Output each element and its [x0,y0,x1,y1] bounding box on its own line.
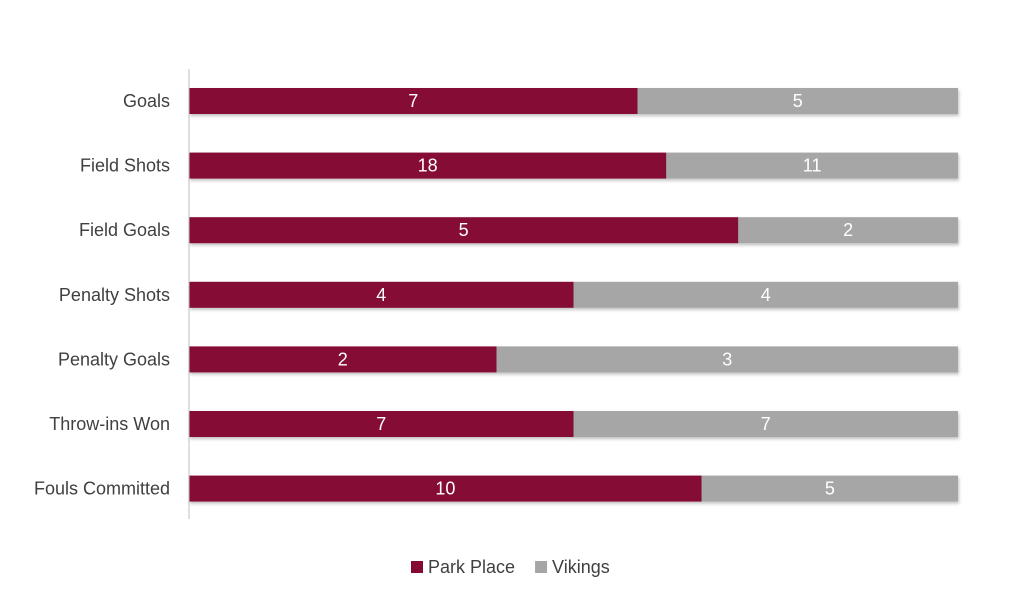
data-label-park-place-penalty-goals: 2 [338,349,348,369]
category-label-field-shots: Field Shots [80,156,170,176]
category-label-goals: Goals [123,91,170,111]
bar-vikings-throw-ins-won [573,411,958,437]
legend-swatch-vikings [535,561,548,573]
data-label-park-place-goals: 7 [408,91,418,111]
data-label-vikings-throw-ins-won: 7 [761,414,771,434]
legend-swatch-park-place [411,561,423,573]
category-label-fouls-committed: Fouls Committed [34,479,170,499]
bar-vikings-field-goals [738,217,958,244]
category-labels: Goals Field Shots Field Goals Penalty Shots… [34,91,170,499]
bar-park-place-field-goals [189,217,739,244]
bar-vikings-field-shots [666,152,958,179]
data-label-vikings-field-goals: 2 [843,220,853,240]
plot-area: 7 5 18 11 5 2 4 4 2 3 7 7 10 5 [189,88,958,502]
data-label-park-place-fouls-committed: 10 [435,479,455,499]
bar-vikings-goals [637,88,958,114]
category-label-throw-ins-won: Throw-ins Won [49,414,170,434]
bar-park-place-throw-ins-won [189,411,574,437]
legend-label-vikings: Vikings [552,557,610,577]
data-label-park-place-field-goals: 5 [459,220,469,240]
legend: Park Place Vikings [411,557,610,577]
category-label-penalty-shots: Penalty Shots [59,285,170,305]
bar-vikings-penalty-shots [573,281,958,308]
bar-park-place-field-shots [189,152,667,179]
bar-park-place-penalty-goals [189,346,497,373]
data-label-vikings-field-shots: 11 [803,156,822,176]
bar-vikings-fouls-committed [701,475,958,502]
data-label-park-place-field-shots: 18 [418,156,438,176]
category-label-field-goals: Field Goals [79,220,170,240]
data-label-park-place-penalty-shots: 4 [376,285,386,305]
category-label-penalty-goals: Penalty Goals [58,349,170,369]
legend-label-park-place: Park Place [428,557,515,577]
data-label-vikings-goals: 5 [793,91,803,111]
data-label-vikings-penalty-shots: 4 [761,285,771,305]
bar-park-place-goals [189,88,638,114]
bar-vikings-penalty-goals [496,346,958,373]
bar-park-place-penalty-shots [189,281,574,308]
data-label-park-place-throw-ins-won: 7 [376,414,386,434]
data-label-vikings-penalty-goals: 3 [722,349,732,369]
data-label-vikings-fouls-committed: 5 [825,479,835,499]
bar-park-place-fouls-committed [189,475,702,502]
